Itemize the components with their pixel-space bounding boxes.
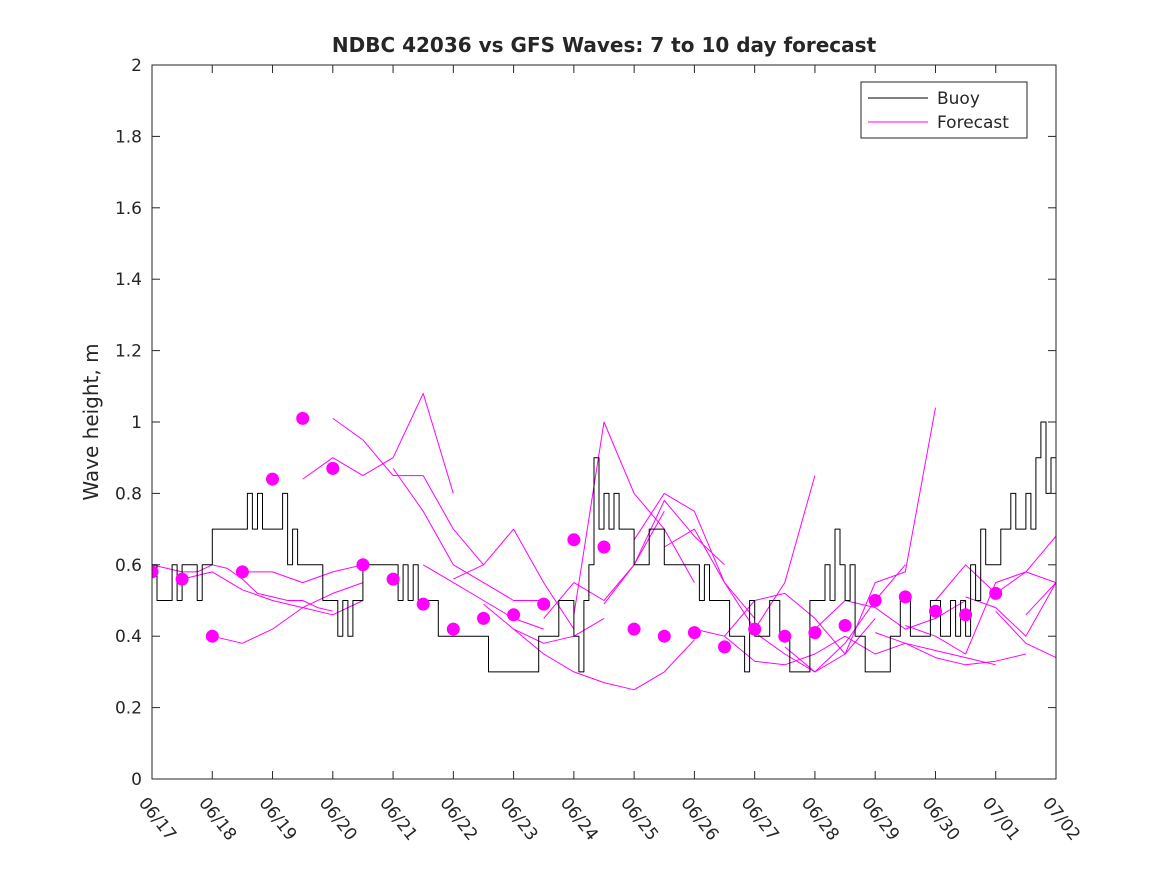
forecast-marker-27 <box>959 608 972 621</box>
y-tick-label-10: 2 <box>131 56 142 76</box>
legend: Buoy Forecast <box>861 82 1027 138</box>
y-tick-label-2: 0.4 <box>115 627 142 647</box>
y-tick-label-7: 1.4 <box>115 270 142 290</box>
forecast-marker-13 <box>537 598 550 611</box>
forecast-marker-18 <box>688 626 701 639</box>
forecast-marker-5 <box>296 412 309 425</box>
y-tick-label-3: 0.6 <box>115 556 142 576</box>
y-tick-label-8: 1.6 <box>115 199 142 219</box>
y-tick-label-9: 1.8 <box>115 127 142 147</box>
forecast-marker-12 <box>507 608 520 621</box>
forecast-marker-28 <box>989 587 1002 600</box>
chart-title: NDBC 42036 vs GFS Waves: 7 to 10 day for… <box>332 33 877 57</box>
forecast-marker-20 <box>748 623 761 636</box>
forecast-marker-15 <box>598 541 611 554</box>
forecast-marker-3 <box>236 565 249 578</box>
legend-forecast-label: Forecast <box>937 113 1009 133</box>
forecast-marker-22 <box>808 626 821 639</box>
forecast-marker-7 <box>356 558 369 571</box>
legend-buoy-label: Buoy <box>937 89 980 109</box>
forecast-marker-9 <box>417 598 430 611</box>
forecast-marker-10 <box>447 623 460 636</box>
y-tick-label-5: 1 <box>131 413 142 433</box>
forecast-marker-1 <box>176 573 189 586</box>
forecast-marker-25 <box>899 590 912 603</box>
forecast-marker-14 <box>567 533 580 546</box>
forecast-marker-2 <box>206 630 219 643</box>
forecast-marker-23 <box>839 619 852 632</box>
forecast-marker-24 <box>869 594 882 607</box>
forecast-marker-4 <box>266 473 279 486</box>
y-tick-label-1: 0.2 <box>115 699 142 719</box>
forecast-marker-16 <box>628 623 641 636</box>
forecast-marker-26 <box>929 605 942 618</box>
forecast-marker-21 <box>778 630 791 643</box>
forecast-marker-19 <box>718 640 731 653</box>
forecast-marker-11 <box>477 612 490 625</box>
forecast-marker-8 <box>387 573 400 586</box>
y-tick-label-4: 0.8 <box>115 484 142 504</box>
forecast-marker-17 <box>658 630 671 643</box>
forecast-marker-6 <box>326 462 339 475</box>
y-tick-label-0: 0 <box>131 770 142 790</box>
y-tick-label-6: 1.2 <box>115 342 142 362</box>
y-axis-label: Wave height, m <box>79 343 103 500</box>
